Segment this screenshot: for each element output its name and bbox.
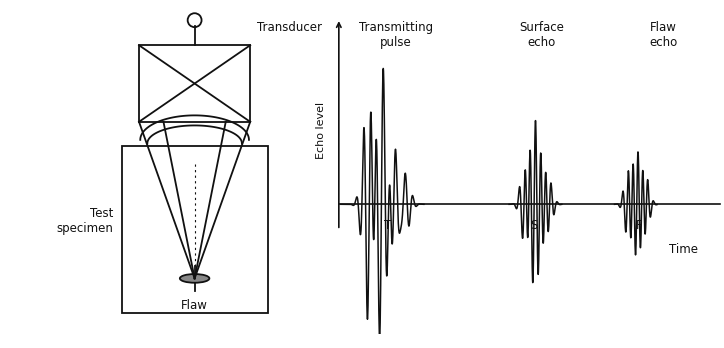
Text: S: S [530, 219, 537, 231]
Text: Echo level: Echo level [316, 102, 326, 159]
Text: F: F [636, 219, 642, 231]
Text: Transmitting
pulse: Transmitting pulse [358, 21, 433, 49]
Text: Transducer: Transducer [257, 21, 322, 34]
Text: Test
specimen: Test specimen [56, 207, 113, 235]
Ellipse shape [180, 274, 209, 283]
Text: Flaw: Flaw [181, 299, 208, 312]
Text: Surface
echo: Surface echo [519, 21, 564, 49]
Text: Time: Time [669, 243, 698, 256]
Text: Flaw
echo: Flaw echo [649, 21, 678, 49]
Text: T: T [384, 219, 391, 231]
